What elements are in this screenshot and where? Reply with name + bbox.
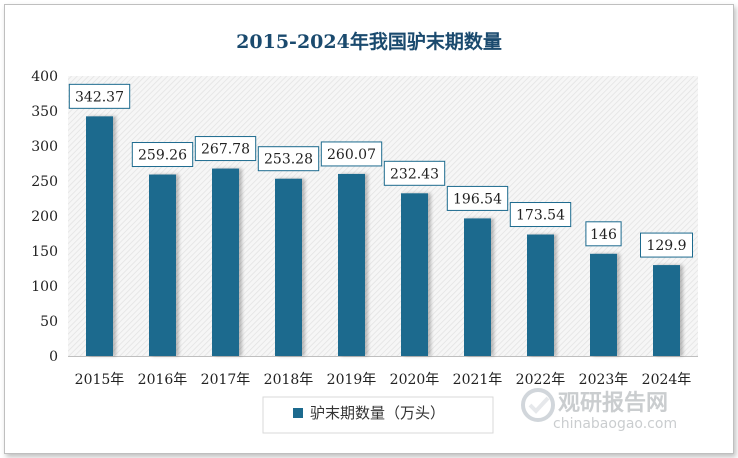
data-label: 196.54 <box>453 191 502 207</box>
x-tick-label: 2020年 <box>390 372 440 388</box>
watermark-logo-icon <box>521 388 555 422</box>
data-labels: 342.37 259.26 267.78 253.28 260.07 232.43 196.… <box>68 83 693 258</box>
x-tick-label: 2016年 <box>138 372 188 388</box>
bar <box>86 116 113 356</box>
bar <box>653 265 680 356</box>
bar <box>590 253 617 356</box>
y-tick-label: 50 <box>40 314 58 330</box>
legend-label: 驴末期数量（万头） <box>310 404 445 422</box>
watermark-url: chinabaogao.com <box>553 416 677 432</box>
data-label: 342.37 <box>75 89 124 105</box>
y-tick-label: 100 <box>31 279 58 295</box>
data-label: 267.78 <box>201 142 250 158</box>
data-label: 129.9 <box>646 238 686 254</box>
watermark: 观研报告网 chinabaogao.com <box>521 388 677 432</box>
y-tick-label: 300 <box>31 139 58 155</box>
y-tick-label: 150 <box>31 244 58 260</box>
x-tick-label: 2015年 <box>75 372 125 388</box>
data-label: 173.54 <box>516 208 565 224</box>
x-axis: 2015年 2016年 2017年 2018年 2019年 2020年 2021年 2022年… <box>75 372 692 388</box>
data-label-box <box>446 185 509 211</box>
data-label-box <box>257 146 320 172</box>
y-tick-label: 350 <box>31 104 58 120</box>
bar <box>527 234 554 356</box>
data-label-box <box>194 136 257 162</box>
x-tick-label: 2023年 <box>579 372 629 388</box>
bar <box>338 173 365 356</box>
x-tick-label: 2022年 <box>516 372 566 388</box>
x-tick-label: 2018年 <box>264 372 314 388</box>
data-label-box <box>131 142 194 168</box>
bar <box>464 218 491 356</box>
y-tick-label: 200 <box>31 209 58 225</box>
bar <box>212 168 239 356</box>
legend-swatch <box>293 408 303 418</box>
x-tick-label: 2021年 <box>453 372 503 388</box>
data-label: 260.07 <box>327 147 376 163</box>
data-label-box <box>509 202 572 228</box>
data-label-box <box>640 232 693 258</box>
legend: 驴末期数量（万头） <box>262 396 494 434</box>
bar <box>149 174 176 356</box>
watermark-brand: 观研报告网 <box>558 391 668 416</box>
y-axis: 0 50 100 150 200 250 300 350 400 <box>31 69 698 365</box>
data-label: 232.43 <box>390 166 439 182</box>
data-label-box <box>68 83 131 109</box>
x-tick-label: 2017年 <box>201 372 251 388</box>
chart-title: 2015-2024年我国驴末期数量 <box>236 30 502 53</box>
bars <box>86 116 680 356</box>
data-label: 259.26 <box>138 148 187 164</box>
data-label-box <box>320 141 383 167</box>
data-label: 146 <box>590 227 617 243</box>
x-tick-label: 2019年 <box>327 372 377 388</box>
y-tick-label: 250 <box>31 174 58 190</box>
y-tick-label: 400 <box>31 69 58 85</box>
data-label: 253.28 <box>264 152 313 168</box>
x-tick-label: 2024年 <box>642 372 692 388</box>
bar <box>401 193 428 356</box>
data-label-box <box>383 160 446 186</box>
bar <box>275 178 302 356</box>
data-label-box <box>585 221 622 247</box>
y-tick-label: 0 <box>49 349 58 365</box>
